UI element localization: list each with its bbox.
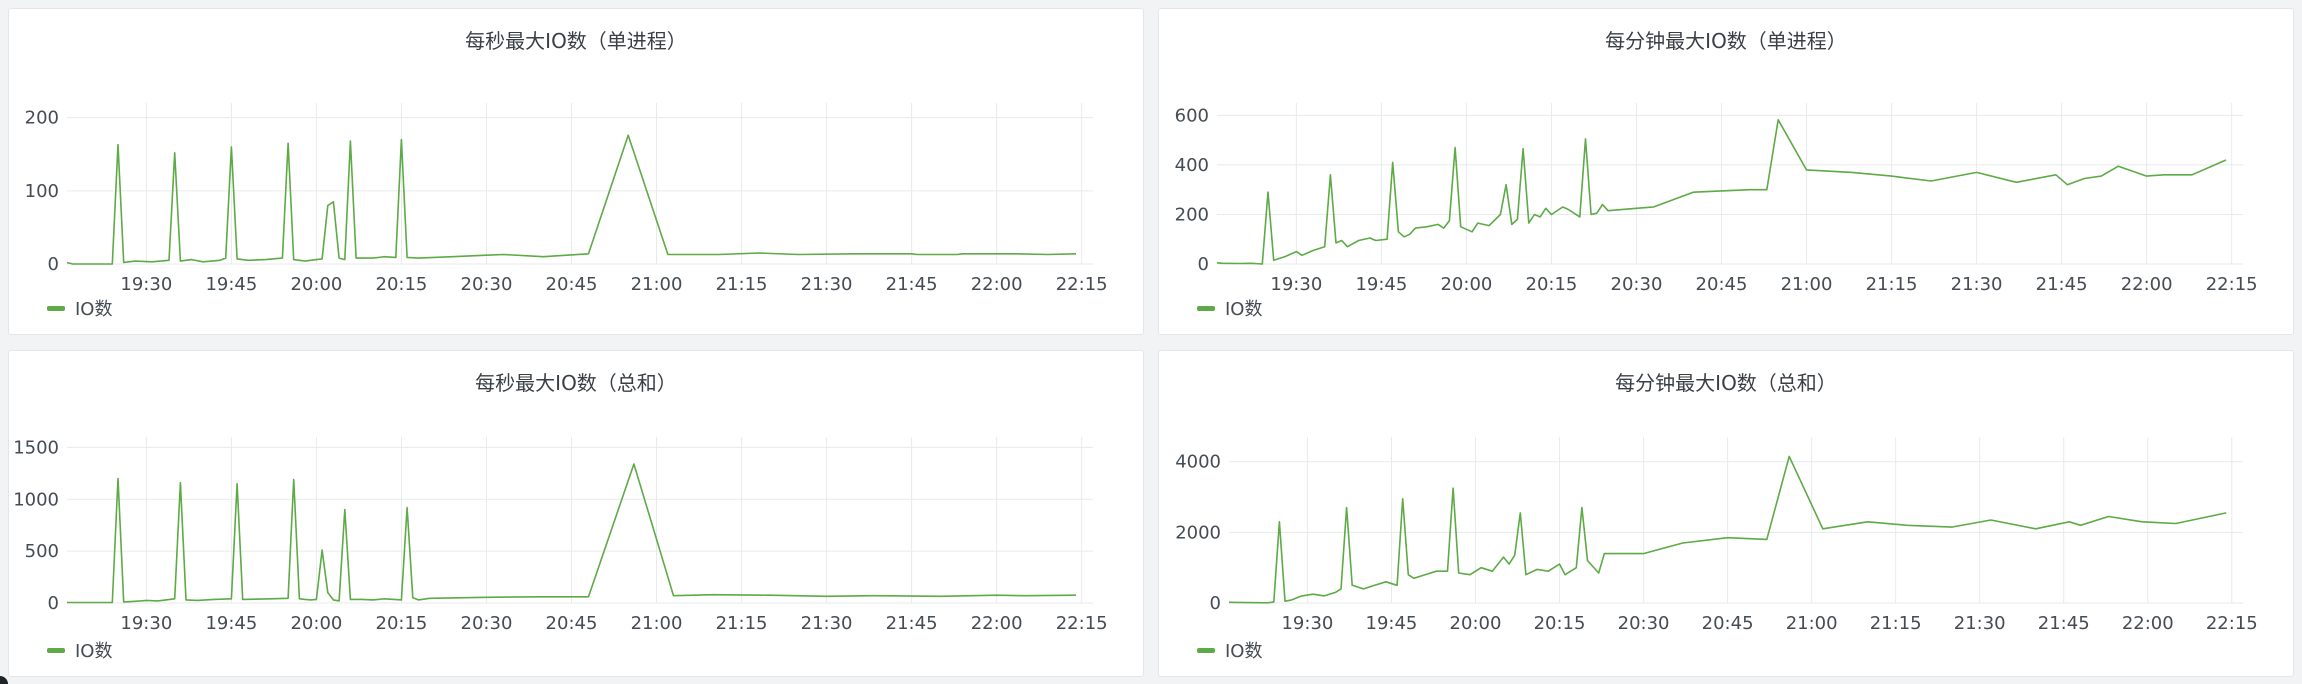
x-tick-label: 21:15 xyxy=(716,613,768,634)
panel-title: 每分钟最大IO数（总和） xyxy=(1615,371,1837,395)
series-line xyxy=(1228,455,2227,604)
x-tick-label: 19:30 xyxy=(1281,613,1333,634)
panel-title: 每秒最大IO数（单进程） xyxy=(465,29,687,53)
x-tick-label: 19:45 xyxy=(1366,613,1418,634)
line-chart: 0 100 200 19:30 19:45 20:00 20:15 20:30 20:45 21:… xyxy=(25,103,1108,295)
x-tick-label: 20:15 xyxy=(376,613,428,634)
legend-swatch-icon xyxy=(47,647,65,653)
legend-label: IO数 xyxy=(1225,299,1263,320)
x-tick-label: 22:00 xyxy=(2121,274,2173,295)
y-tick-label: 100 xyxy=(25,181,59,202)
legend-label: IO数 xyxy=(75,641,113,662)
panel-per-minute-single-process: 每分钟最大IO数（单进程） 0 200 400 600 19:30 19:45 20:00 2… xyxy=(1158,8,2294,335)
corner-handle xyxy=(0,676,8,684)
panel-title: 每秒最大IO数（总和） xyxy=(475,371,677,395)
x-tick-label: 22:15 xyxy=(2206,274,2258,295)
x-tick-label: 21:45 xyxy=(2036,274,2088,295)
line-chart: 0 200 400 600 19:30 19:45 20:00 20:15 20:30 20:45… xyxy=(1175,103,2258,295)
x-tick-label: 21:45 xyxy=(2038,613,2090,634)
x-tick-label: 21:30 xyxy=(801,274,853,295)
x-tick-label: 20:30 xyxy=(1611,274,1663,295)
y-tick-label: 0 xyxy=(48,593,59,614)
x-tick-label: 21:15 xyxy=(1866,274,1918,295)
x-tick-label: 21:00 xyxy=(631,274,683,295)
x-tick-label: 19:45 xyxy=(1355,274,1407,295)
panel-per-second-single-process: 每秒最大IO数（单进程） 0 100 200 19:30 19:45 20:00 20:15… xyxy=(8,8,1144,335)
legend[interactable]: IO数 xyxy=(1197,637,1262,663)
x-tick-label: 20:45 xyxy=(546,274,598,295)
y-tick-label: 1500 xyxy=(13,437,59,458)
x-tick-label: 22:00 xyxy=(971,613,1023,634)
line-chart: 0 2000 4000 19:30 19:45 20:00 20:15 20:30 20:45 2… xyxy=(1175,437,2258,634)
x-tick-label: 20:45 xyxy=(1696,274,1748,295)
x-tick-label: 21:45 xyxy=(886,613,938,634)
x-tick-label: 22:15 xyxy=(1056,613,1108,634)
y-tick-label: 0 xyxy=(48,254,59,275)
x-tick-label: 19:30 xyxy=(120,613,172,634)
x-tick-label: 22:00 xyxy=(971,274,1023,295)
x-tick-label: 21:30 xyxy=(1954,613,2006,634)
legend-swatch-icon xyxy=(1197,647,1215,653)
x-tick-label: 21:00 xyxy=(631,613,683,634)
legend-label: IO数 xyxy=(1225,641,1263,662)
y-tick-label: 0 xyxy=(1198,254,1209,275)
line-chart: 0 500 1000 1500 19:30 19:45 20:00 20:15 20:30 20:… xyxy=(13,437,1108,634)
x-tick-label: 21:45 xyxy=(886,274,938,295)
panel-title: 每分钟最大IO数（单进程） xyxy=(1605,29,1847,53)
y-tick-label: 1000 xyxy=(13,489,59,510)
x-tick-label: 22:15 xyxy=(1056,274,1108,295)
x-tick-label: 20:00 xyxy=(1440,274,1492,295)
y-tick-label: 200 xyxy=(25,108,59,129)
x-tick-label: 19:30 xyxy=(120,274,172,295)
x-tick-label: 21:00 xyxy=(1781,274,1833,295)
legend-swatch-icon xyxy=(47,305,65,311)
x-tick-label: 20:45 xyxy=(1702,613,1754,634)
y-tick-label: 200 xyxy=(1175,204,1209,225)
x-tick-label: 21:30 xyxy=(801,613,853,634)
x-tick-label: 19:45 xyxy=(205,274,257,295)
x-tick-label: 20:45 xyxy=(546,613,598,634)
panel-per-second-total: 每秒最大IO数（总和） 0 500 1000 1500 19:30 19:45 20:00 2… xyxy=(8,350,1144,677)
legend[interactable]: IO数 xyxy=(47,637,112,663)
x-tick-label: 20:30 xyxy=(1618,613,1670,634)
x-tick-label: 20:15 xyxy=(1526,274,1578,295)
x-tick-label: 20:15 xyxy=(376,274,428,295)
series-line xyxy=(67,463,1077,604)
x-tick-label: 21:15 xyxy=(716,274,768,295)
y-tick-label: 500 xyxy=(25,541,59,562)
x-tick-label: 20:30 xyxy=(461,274,513,295)
legend[interactable]: IO数 xyxy=(47,295,112,321)
x-tick-label: 20:00 xyxy=(290,613,342,634)
y-tick-label: 400 xyxy=(1175,155,1209,176)
x-tick-label: 20:30 xyxy=(461,613,513,634)
legend-swatch-icon xyxy=(1197,305,1215,311)
series-line xyxy=(1216,119,2227,265)
x-tick-label: 20:00 xyxy=(1450,613,1502,634)
x-tick-label: 21:30 xyxy=(1951,274,2003,295)
x-tick-label: 19:30 xyxy=(1270,274,1322,295)
legend[interactable]: IO数 xyxy=(1197,295,1262,321)
x-tick-label: 22:15 xyxy=(2206,613,2258,634)
x-tick-label: 21:00 xyxy=(1786,613,1838,634)
legend-label: IO数 xyxy=(75,299,113,320)
x-tick-label: 20:00 xyxy=(290,274,342,295)
x-tick-label: 21:15 xyxy=(1870,613,1922,634)
x-tick-label: 22:00 xyxy=(2122,613,2174,634)
series-line xyxy=(66,134,1077,265)
y-tick-label: 0 xyxy=(1210,593,1221,614)
y-tick-label: 2000 xyxy=(1175,522,1221,543)
x-tick-label: 20:15 xyxy=(1534,613,1586,634)
y-tick-label: 4000 xyxy=(1175,452,1221,473)
panel-per-minute-total: 每分钟最大IO数（总和） 0 2000 4000 19:30 19:45 20:00 20:… xyxy=(1158,350,2294,677)
x-tick-label: 19:45 xyxy=(205,613,257,634)
y-tick-label: 600 xyxy=(1175,105,1209,126)
